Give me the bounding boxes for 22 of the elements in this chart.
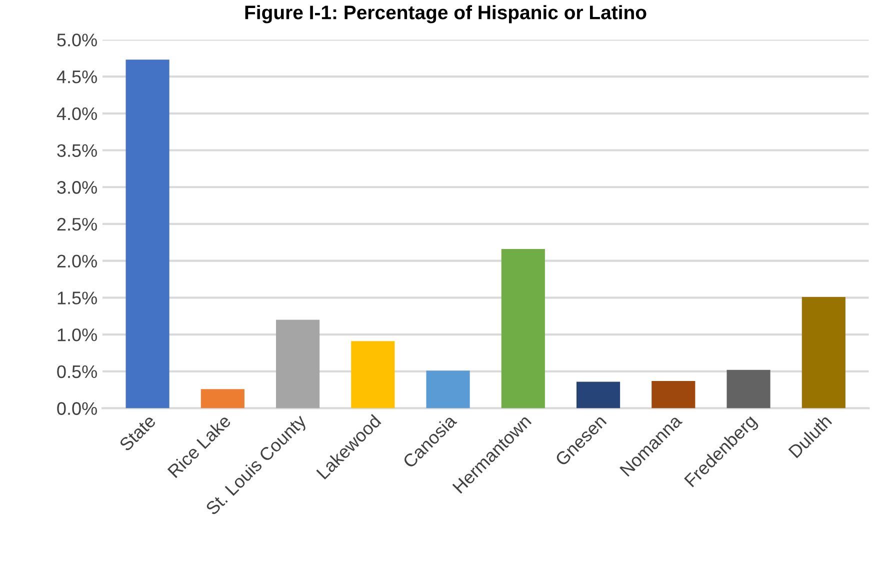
bar	[276, 320, 320, 408]
bar	[426, 370, 470, 408]
chart-title: Figure I-1: Percentage of Hispanic or Latino	[245, 5, 646, 24]
bar	[652, 380, 696, 408]
bar	[802, 296, 846, 408]
y-tick-label: 4.5%	[56, 70, 97, 84]
y-tick-label: 0.0%	[57, 402, 97, 415]
y-tick-label: 2.5%	[57, 218, 97, 231]
y-tick-label: 1.0%	[58, 328, 97, 342]
y-tick-label: 5.0%	[57, 34, 97, 46]
bar	[351, 341, 395, 408]
y-tick-label: 4.0%	[56, 107, 97, 120]
bar	[501, 249, 545, 408]
y-tick-label: 2.0%	[57, 254, 97, 268]
y-tick-label: 3.0%	[57, 181, 97, 194]
y-tick-label: 3.5%	[57, 144, 97, 157]
y-tick-label: 0.5%	[57, 365, 97, 378]
bar	[726, 370, 770, 408]
bar	[126, 60, 170, 408]
bar	[576, 382, 620, 408]
bar	[200, 389, 244, 408]
y-tick-label: 1.5%	[58, 292, 97, 304]
